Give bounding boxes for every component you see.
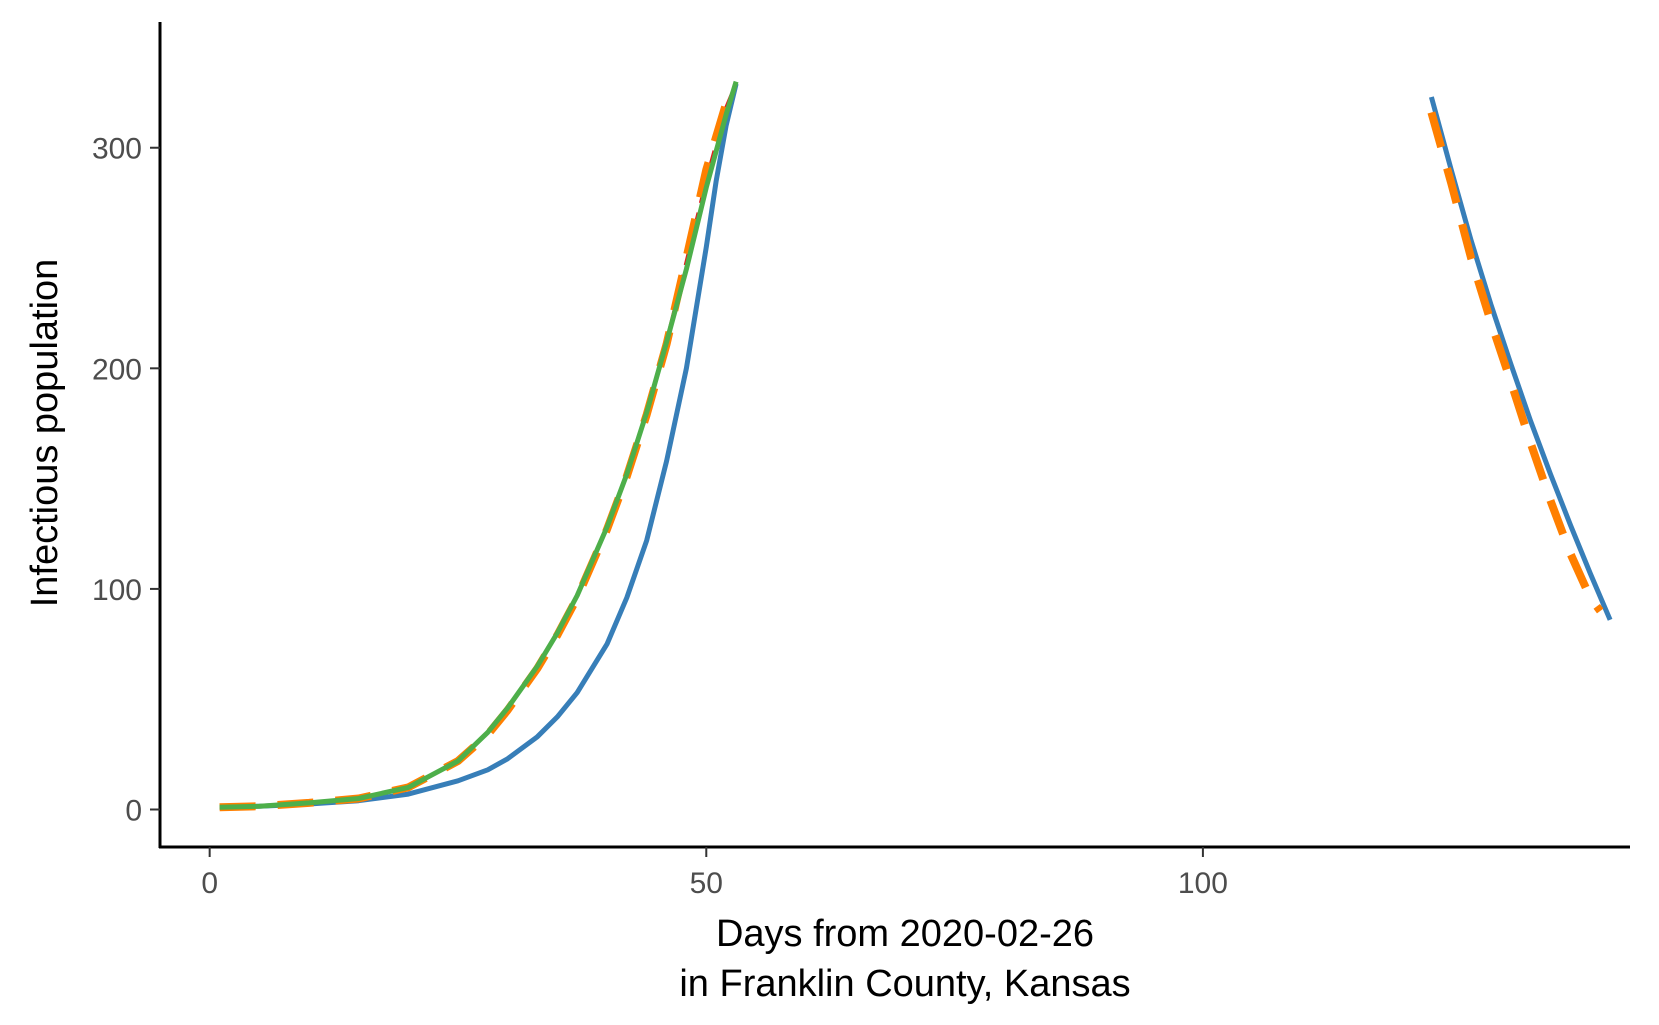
x-tick-label: 0 bbox=[201, 867, 218, 900]
series-3-line-segment-1 bbox=[219, 87, 740, 812]
series-1-line-segment-1 bbox=[219, 83, 739, 810]
x-ticks: 0 50 100 bbox=[201, 847, 1228, 900]
y-tick-label: 0 bbox=[125, 795, 142, 828]
plot-lines bbox=[219, 80, 1613, 812]
series-4-line-segment-1 bbox=[219, 80, 739, 810]
x-axis-title-line-2: in Franklin County, Kansas bbox=[679, 963, 1130, 1005]
y-tick-label: 200 bbox=[92, 353, 142, 386]
y-tick-label: 100 bbox=[92, 574, 142, 607]
x-tick-label: 50 bbox=[690, 867, 723, 900]
series-2-line-segment-1 bbox=[219, 83, 738, 810]
y-tick-label: 300 bbox=[92, 133, 142, 166]
y-axis-title: Infectious population bbox=[24, 259, 66, 608]
y-ticks: 0 100 200 300 bbox=[92, 133, 160, 828]
series-3-line-segment-2 bbox=[1427, 111, 1604, 614]
x-tick-label: 100 bbox=[1178, 867, 1228, 900]
series-1-line-segment-2 bbox=[1428, 96, 1613, 621]
x-axis-title-line-1: Days from 2020-02-26 bbox=[716, 913, 1094, 955]
